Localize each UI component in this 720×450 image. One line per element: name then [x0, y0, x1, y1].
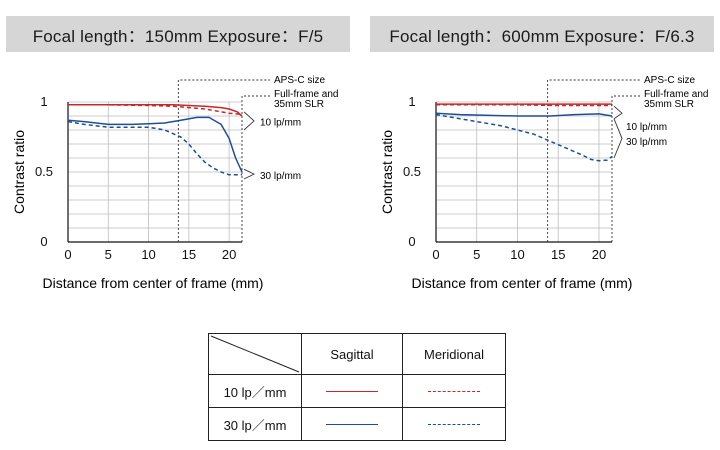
legend-swatch-10lp-sagittal — [301, 374, 403, 408]
legend-swatch-30lp-meridional — [402, 407, 506, 441]
y-tick-label: 0 — [408, 234, 415, 249]
y-tick-label: 1 — [40, 94, 47, 109]
lp10-label: 10 lp/mm — [260, 118, 301, 129]
apsc-label: APS-C size — [644, 75, 696, 86]
legend-header-meridional: Meridional — [402, 333, 506, 375]
lp30-label: 30 lp/mm — [626, 137, 667, 148]
lp30-bracket — [243, 168, 256, 180]
x-axis-label: Distance from center of frame (mm) — [412, 275, 633, 291]
lp30-bracket — [613, 118, 623, 159]
apsc-boundary — [177, 79, 270, 242]
legend-row-30lp: 30 lp／mm — [208, 407, 302, 441]
x-tick-label: 0 — [432, 247, 439, 262]
diagonal-divider — [210, 335, 300, 373]
fullframe-boundary — [241, 95, 270, 242]
series-line-10lp_mer — [436, 104, 612, 107]
chart-header-left: Focal length：150mm Exposure：F/5 — [6, 16, 350, 52]
chart-series — [435, 103, 613, 162]
x-tick-label: 5 — [473, 247, 480, 262]
series-line-30lp_sag — [435, 112, 613, 117]
legend-corner-cell — [208, 333, 302, 375]
fullframe-label-line1: Full-frame and — [644, 89, 708, 100]
chart-axes: 0 5 10 15 20 0 0.5 1 — [35, 79, 270, 262]
fullframe-boundary — [611, 95, 640, 242]
lp10-label: 10 lp/mm — [626, 122, 667, 133]
legend-row-10lp: 10 lp／mm — [208, 374, 302, 408]
mtf-chart-right: 0 5 10 15 20 0 0.5 1 Contrast ratio Distance fr… — [379, 75, 708, 291]
chart-axes: 0 5 10 15 20 0 0.5 1 — [403, 79, 640, 262]
series-line-30lp_mer — [67, 120, 242, 176]
y-tick-label: 0.5 — [35, 164, 53, 179]
y-tick-label: 0 — [40, 234, 47, 249]
fullframe-label-line2: 35mm SLR — [644, 99, 694, 110]
fullframe-label-line1: Full-frame and — [274, 89, 338, 100]
chart-grid — [68, 101, 242, 242]
x-tick-label: 20 — [222, 247, 236, 262]
y-tick-label: 0.5 — [403, 164, 421, 179]
x-tick-label: 15 — [551, 247, 565, 262]
y-axis-label: Contrast ratio — [11, 130, 27, 214]
x-tick-label: 10 — [141, 247, 155, 262]
lp10-bracket — [243, 111, 255, 131]
series-line-10lp_mer — [68, 104, 243, 116]
apsc-label: APS-C size — [274, 75, 326, 86]
lp10-bracket — [613, 105, 623, 120]
legend-table: Sagittal Meridional 10 lp／mm 30 lp／mm — [208, 333, 506, 441]
y-tick-label: 1 — [408, 94, 415, 109]
x-tick-label: 0 — [64, 247, 71, 262]
x-tick-label: 15 — [182, 247, 196, 262]
legend-swatch-30lp-sagittal — [301, 407, 403, 441]
chart-series — [67, 104, 243, 176]
legend-header-sagittal: Sagittal — [301, 333, 403, 375]
series-line-30lp_sag — [67, 116, 243, 173]
x-tick-label: 20 — [592, 247, 606, 262]
legend-swatch-10lp-meridional — [402, 374, 506, 408]
series-line-30lp_mer — [435, 113, 613, 162]
apsc-boundary — [547, 79, 640, 242]
fullframe-label-line2: 35mm SLR — [274, 99, 324, 110]
chart-grid — [436, 101, 612, 242]
x-axis-label: Distance from center of frame (mm) — [43, 275, 264, 291]
x-tick-label: 5 — [105, 247, 112, 262]
y-axis-label: Contrast ratio — [379, 130, 395, 214]
x-tick-label: 10 — [510, 247, 524, 262]
mtf-chart-left: 0 5 10 15 20 0 0.5 1 Contrast ratio Distance fr… — [11, 75, 338, 291]
lp30-label: 30 lp/mm — [260, 171, 301, 182]
series-line-10lp_sag — [68, 104, 243, 117]
chart-header-right: Focal length：600mm Exposure：F/6.3 — [370, 16, 714, 52]
